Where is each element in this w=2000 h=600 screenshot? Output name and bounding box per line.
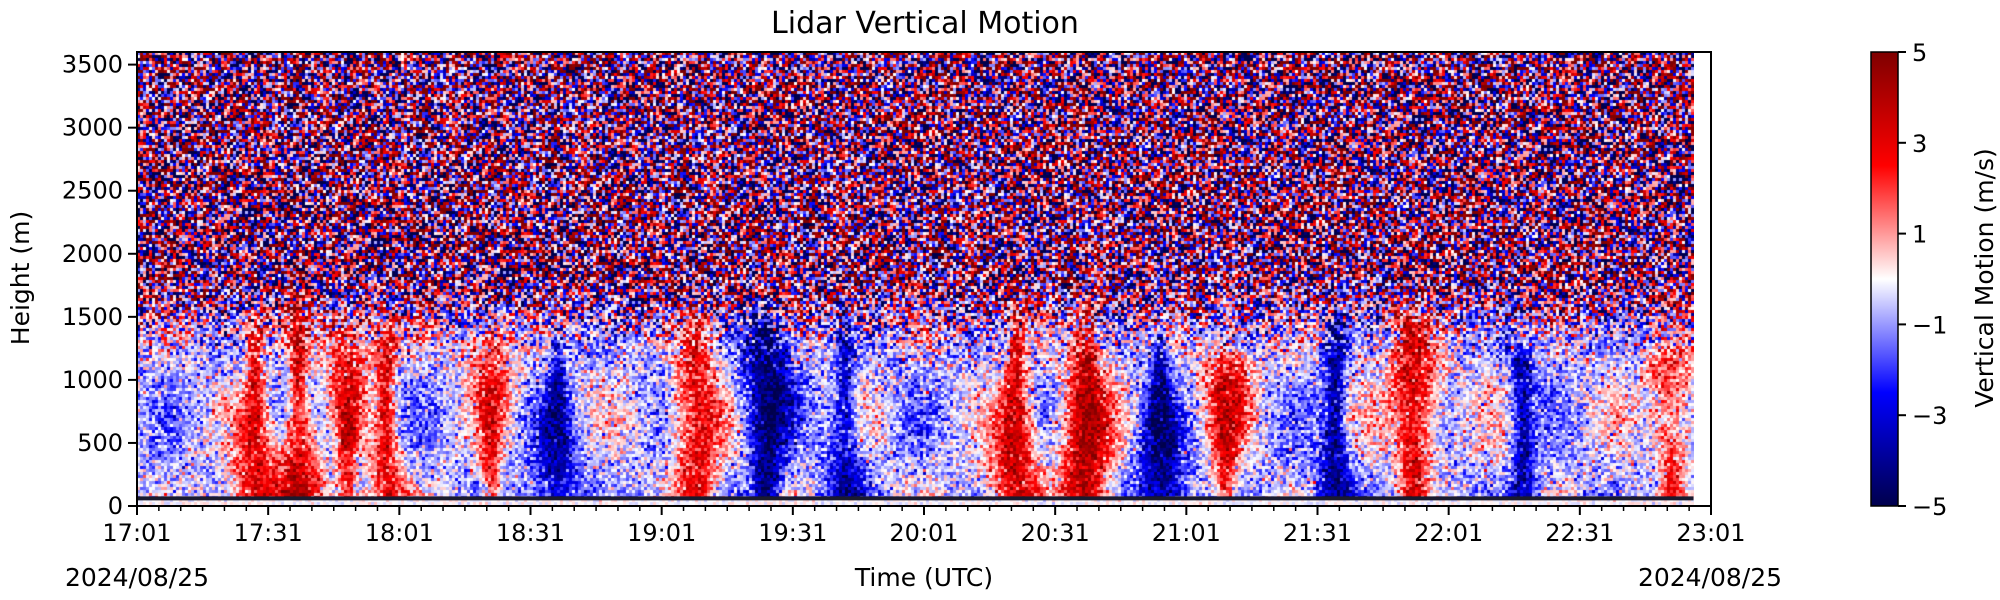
x-date-left: 2024/08/25 [65, 563, 209, 592]
x-tick-label: 18:01 [365, 519, 434, 547]
x-axis-label: Time (UTC) [854, 563, 993, 592]
y-tick-label: 2000 [62, 240, 123, 268]
x-tick-label: 20:31 [1021, 519, 1090, 547]
colorbar-tick-label: 1 [1912, 221, 1927, 249]
x-tick-label: 17:31 [234, 519, 303, 547]
x-tick-label: 18:31 [496, 519, 565, 547]
heatmap [137, 52, 1694, 506]
x-tick-label: 17:01 [102, 519, 171, 547]
y-tick-label: 0 [108, 492, 123, 520]
colorbar-gradient [1870, 51, 1899, 507]
colorbar-ticks: 5 3 1 −1 −3 −5 [1898, 39, 1947, 521]
y-axis-label: Height (m) [6, 211, 35, 345]
colorbar: 5 3 1 −1 −3 −5 Vertical Motion (m/s) [1870, 39, 1999, 521]
colorbar-tick-label: −3 [1912, 402, 1947, 430]
x-tick-label: 21:31 [1283, 519, 1352, 547]
x-tick-label: 23:01 [1676, 519, 1745, 547]
x-tick-label: 21:01 [1152, 519, 1221, 547]
y-tick-label: 1500 [62, 303, 123, 331]
y-tick-label: 1000 [62, 366, 123, 394]
colorbar-tick-label: −5 [1912, 493, 1947, 521]
y-tick-label: 3500 [62, 51, 123, 79]
plot-area [136, 51, 1712, 507]
y-tick-label: 500 [77, 429, 123, 457]
colorbar-label: Vertical Motion (m/s) [1970, 148, 1999, 408]
x-tick-label: 20:01 [889, 519, 958, 547]
colorbar-tick-label: 5 [1912, 39, 1927, 67]
x-tick-label: 19:31 [758, 519, 827, 547]
x-tick-label: 19:01 [627, 519, 696, 547]
x-tick-label: 22:01 [1414, 519, 1483, 547]
colorbar-tick-label: −1 [1912, 311, 1947, 339]
y-axis: 0 500 1000 1500 2000 2500 3000 3500 [62, 51, 137, 520]
colorbar-tick-label: 3 [1912, 130, 1927, 158]
x-axis: 17:01 17:31 18:01 18:31 19:01 19:31 20:01 20:31… [102, 506, 1746, 547]
heatmap-image [137, 52, 1694, 506]
x-tick-label: 22:31 [1545, 519, 1614, 547]
x-date-right: 2024/08/25 [1638, 563, 1782, 592]
y-tick-label: 3000 [62, 114, 123, 142]
chart-title: Lidar Vertical Motion [771, 6, 1079, 41]
y-tick-label: 2500 [62, 177, 123, 205]
